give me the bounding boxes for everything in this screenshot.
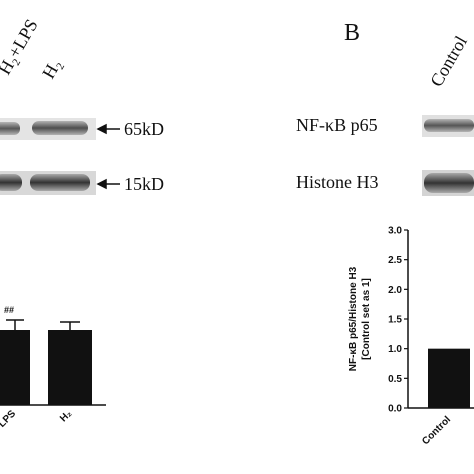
band bbox=[32, 121, 88, 135]
y-tick-label: 0.0 bbox=[388, 404, 402, 415]
x-tick-label: Control bbox=[420, 414, 453, 447]
y-axis-label: [Control set as 1] bbox=[361, 278, 372, 360]
left-bar-chart bbox=[0, 319, 106, 406]
bar bbox=[428, 348, 470, 408]
y-axis-label: NF-κB p65/Histone H3 bbox=[348, 266, 359, 371]
lane-label: Control bbox=[426, 32, 471, 90]
x-label: H₂+LPS bbox=[0, 408, 18, 442]
bar-chart: 0.0 0.5 1.0 1.5 2.0 2.5 3.0 NF-κB p65/Histone H… bbox=[348, 226, 474, 447]
x-label: H₂ bbox=[58, 408, 74, 424]
blot-label: Histone H3 bbox=[296, 172, 379, 192]
band bbox=[0, 122, 20, 135]
arrows bbox=[96, 123, 120, 190]
lane-label: H₂ bbox=[38, 55, 65, 82]
panel-label: B bbox=[344, 20, 360, 46]
marker-label: 65kD bbox=[124, 119, 164, 139]
lane-label: H₂+LPS bbox=[0, 16, 42, 78]
y-tick-label: 2.5 bbox=[388, 255, 402, 266]
annotation: ## bbox=[4, 305, 14, 315]
band bbox=[30, 174, 90, 191]
blot-label: NF-κB p65 bbox=[296, 115, 378, 135]
y-tick-label: 1.0 bbox=[388, 344, 402, 355]
band bbox=[424, 173, 474, 193]
y-tick-label: 2.0 bbox=[388, 285, 402, 296]
marker-label: 15kD bbox=[124, 174, 164, 194]
y-tick-label: 0.5 bbox=[388, 374, 402, 385]
band bbox=[0, 174, 22, 191]
y-tick-label: 3.0 bbox=[388, 226, 402, 237]
y-tick-label: 1.5 bbox=[388, 315, 402, 326]
band bbox=[424, 119, 474, 132]
